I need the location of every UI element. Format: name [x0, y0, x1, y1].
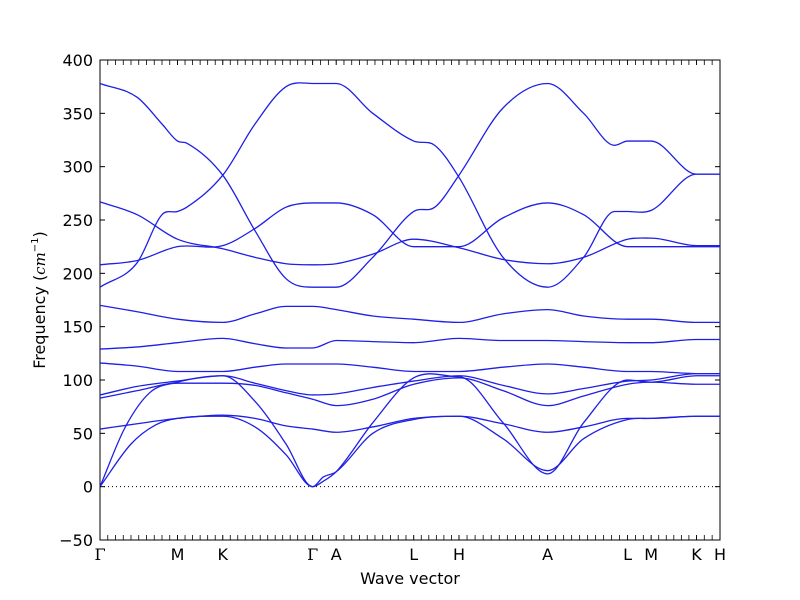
y-tick-label: 50 [73, 424, 93, 443]
x-tick-label: A [331, 545, 342, 564]
band-line-12 [99, 415, 720, 488]
plot-area [99, 59, 721, 541]
band-line-1 [99, 82, 720, 288]
band-line-11 [99, 373, 720, 488]
x-tick-label: Γ [307, 545, 318, 564]
band-line-3 [99, 201, 720, 266]
band-line-5 [99, 304, 720, 324]
y-tick-label: 200 [62, 264, 93, 283]
band-line-2 [99, 82, 720, 288]
x-tick-label: A [542, 545, 553, 564]
x-tick-label: Γ [94, 545, 105, 564]
y-axis-label-prefix: Frequency ( [30, 275, 49, 369]
band-line-10 [99, 414, 720, 433]
x-axis-label: Wave vector [360, 569, 460, 588]
y-axis-label-unit: cm [31, 252, 49, 275]
y-tick-label: −50 [59, 531, 93, 550]
plot-frame [99, 59, 721, 541]
y-axis-label-suffix: ) [30, 231, 49, 237]
y-tick-label: 100 [62, 371, 93, 390]
band-line-4 [99, 202, 720, 266]
y-tick-label: 400 [62, 51, 93, 70]
band-line-9 [99, 377, 720, 407]
x-tick-label: K [691, 545, 702, 564]
x-tick-label: H [714, 545, 726, 564]
x-tick-label: L [623, 545, 632, 564]
x-tick-label: L [409, 545, 418, 564]
x-tick-label: H [453, 545, 465, 564]
x-tick-label: M [644, 545, 658, 564]
y-axis: −50 0 50 100 150 200 250 300 350 400 [59, 51, 720, 550]
band-line-6 [99, 337, 720, 350]
y-axis-label: Frequency (cm−1) [30, 231, 49, 369]
band-series [99, 82, 720, 488]
y-axis-label-exponent: −1 [30, 237, 41, 252]
x-tick-label: M [171, 545, 185, 564]
y-tick-label: 150 [62, 318, 93, 337]
band-line-7 [99, 362, 720, 375]
y-tick-label: 350 [62, 104, 93, 123]
x-tick-label: K [218, 545, 229, 564]
y-tick-label: 300 [62, 158, 93, 177]
y-tick-label: 250 [62, 211, 93, 230]
y-tick-label: 0 [83, 478, 93, 497]
